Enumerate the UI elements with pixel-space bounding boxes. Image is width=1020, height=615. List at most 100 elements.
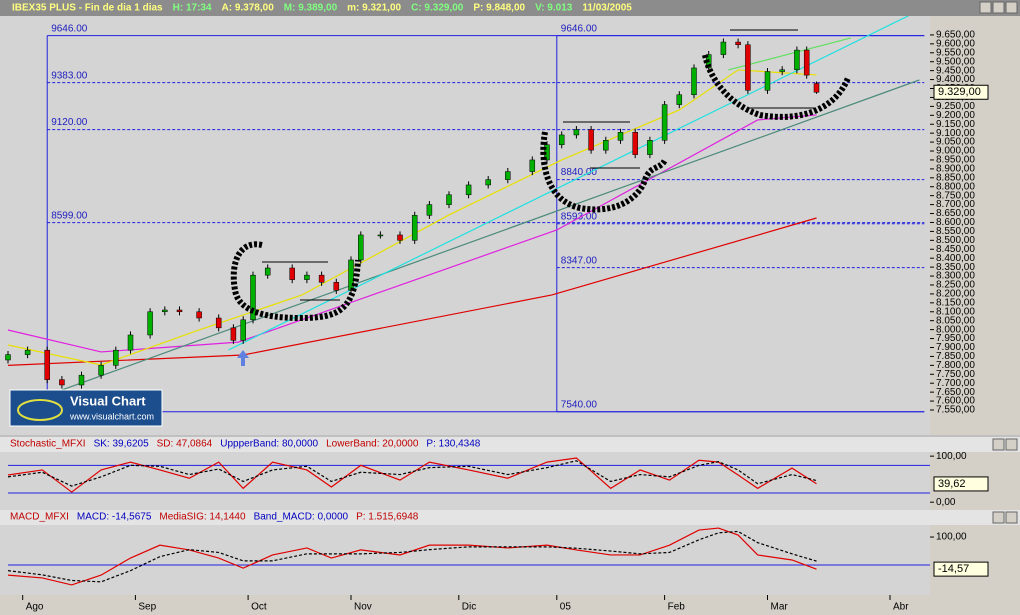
y-tick-label: 8.050,00	[936, 315, 975, 326]
y-tick-label: 0,00	[936, 497, 956, 508]
x-tick-label: Dic	[462, 602, 476, 613]
indicator-title: UppperBand: 80,0000	[220, 439, 318, 450]
last-value-label: -14,57	[938, 563, 969, 575]
candle-body	[24, 349, 31, 355]
button[interactable]	[992, 1, 1005, 14]
candle-body	[358, 234, 364, 261]
overlay-line	[7, 217, 817, 366]
macd-title-bar	[0, 510, 1020, 525]
candle-body	[588, 129, 594, 151]
button[interactable]	[1005, 1, 1018, 14]
header-field: m: 9.321,00	[347, 3, 401, 14]
x-tick-label: Feb	[668, 602, 686, 613]
last-value-box	[933, 561, 989, 577]
y-tick-label: 8.350,00	[936, 262, 975, 273]
candle-body	[691, 67, 697, 96]
candle-body	[147, 311, 153, 336]
candle-body	[485, 179, 491, 186]
candle-body	[632, 132, 638, 155]
y-tick-label: 8.950,00	[936, 155, 975, 166]
candle-body	[745, 44, 751, 91]
candle-body	[377, 234, 384, 237]
candle-body	[78, 374, 85, 386]
button[interactable]	[992, 438, 1005, 451]
macd-axis	[930, 525, 1020, 595]
logo-swoosh	[17, 399, 63, 421]
header-bar	[0, 0, 1020, 16]
candle-body	[617, 132, 624, 141]
candle-body	[735, 41, 741, 46]
candle-body	[348, 259, 354, 291]
y-tick-label: 8.900,00	[936, 164, 975, 175]
indicator-title: LowerBand: 20,0000	[326, 439, 419, 450]
y-tick-label: 7.900,00	[936, 342, 975, 353]
y-tick-label: 7.750,00	[936, 369, 975, 380]
fib-label: 8599.00	[51, 210, 88, 221]
x-tick-label: Abr	[893, 602, 909, 613]
y-tick-label: 9.450,00	[936, 65, 975, 76]
logo: Visual Chart www.visualchart.com	[9, 389, 163, 427]
candle-body	[803, 49, 810, 76]
indicator-line	[7, 460, 817, 487]
window-buttons	[979, 1, 1018, 524]
y-tick-label: 9.050,00	[936, 137, 975, 148]
scribble	[702, 54, 851, 120]
macd-plot	[0, 525, 930, 595]
indicator-line	[7, 530, 817, 583]
button[interactable]	[1005, 438, 1018, 451]
x-tick-label: Oct	[251, 602, 267, 613]
y-tick-label: 7.550,00	[936, 405, 975, 416]
y-tick-label: 100,00	[936, 451, 967, 462]
y-tick-label: 7.850,00	[936, 351, 975, 362]
button[interactable]	[992, 511, 1005, 524]
indicator-title: MediaSIG: 14,1440	[159, 512, 246, 523]
y-tick-label: 8.600,00	[936, 217, 975, 228]
candle-body	[176, 309, 183, 313]
y-tick-label: 8.150,00	[936, 297, 975, 308]
candle-body	[240, 319, 246, 341]
candle-body	[304, 274, 310, 280]
y-tick-label: 9.550,00	[936, 47, 975, 58]
header-field: A: 9.378,00	[222, 3, 275, 14]
arrow	[237, 350, 249, 366]
scribble	[540, 131, 668, 213]
x-tick-label: Ago	[26, 602, 44, 613]
button[interactable]	[979, 1, 992, 14]
y-tick-label: 9.400,00	[936, 74, 975, 85]
axis: 9.650,009.600,009.550,009.500,009.450,00…	[22, 30, 989, 613]
candle-body	[661, 104, 668, 141]
y-tick-label: 9.500,00	[936, 56, 975, 67]
fib-label: 9646.00	[561, 23, 598, 34]
y-tick-label: 8.250,00	[936, 280, 975, 291]
candle-body	[162, 309, 168, 313]
x-tick-label: Sep	[138, 602, 156, 613]
header-field: V: 9.013	[535, 3, 573, 14]
candle-body	[333, 282, 340, 291]
header-field: P: 9.848,00	[473, 3, 525, 14]
y-tick-label: 8.400,00	[936, 253, 975, 264]
candle-body	[127, 334, 134, 351]
y-tick-label: 8.100,00	[936, 306, 975, 317]
candle-body	[505, 171, 511, 180]
candle-body	[720, 41, 727, 55]
y-tick-label: 8.750,00	[936, 190, 975, 201]
time-axis	[0, 595, 1020, 615]
candle-body	[813, 83, 820, 93]
y-tick-label: 7.600,00	[936, 396, 975, 407]
last-value-box	[933, 84, 989, 100]
y-tick-label: 9.000,00	[936, 146, 975, 157]
header-field: H: 17:34	[173, 3, 212, 14]
stoch-title-bar	[0, 437, 1020, 452]
indicator-title: P: 130,4348	[426, 439, 480, 450]
axis: 100,00 0,00 Stochastic_MFXI SK: 39,6205 SD: …	[10, 439, 989, 508]
button[interactable]	[1005, 511, 1018, 524]
y-tick-label: 7.800,00	[936, 360, 975, 371]
indicator-title: SD: 47,0864	[157, 439, 213, 450]
candle-body	[603, 140, 609, 151]
header-field: IBEX35 PLUS - Fin de dia 1 dias	[12, 3, 163, 14]
logo-url: www.visualchart.com	[69, 411, 154, 421]
last-value-box	[933, 476, 989, 492]
fib-label: 9646.00	[51, 23, 88, 34]
y-tick-label: 8.550,00	[936, 226, 975, 237]
axis: 100,00 MACD_MFXI MACD: -14,5675 MediaSIG: 1…	[10, 512, 989, 577]
